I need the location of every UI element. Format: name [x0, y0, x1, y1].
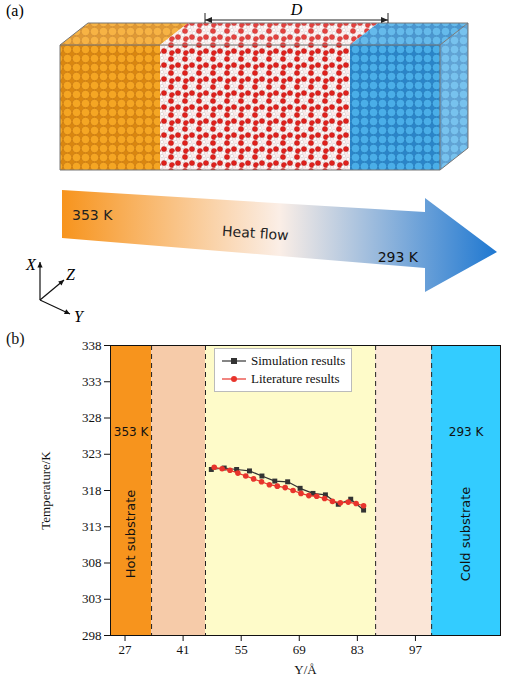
- svg-text:318: 318: [82, 483, 102, 498]
- svg-text:338: 338: [82, 338, 102, 353]
- svg-text:27: 27: [119, 642, 132, 657]
- svg-text:Z: Z: [66, 266, 76, 283]
- svg-text:X: X: [25, 256, 37, 273]
- svg-text:303: 303: [82, 591, 102, 606]
- svg-text:293 K: 293 K: [449, 425, 485, 439]
- svg-text:Temperature/K: Temperature/K: [38, 451, 53, 530]
- svg-text:Cold substrate: Cold substrate: [458, 487, 473, 582]
- html-text:(b): (b): [6, 330, 25, 347]
- svg-text:308: 308: [82, 555, 102, 570]
- svg-text:97: 97: [409, 642, 423, 657]
- svg-text:Heat flow: Heat flow: [222, 223, 289, 244]
- html-text:Literature results: Literature results: [251, 371, 340, 386]
- svg-text:55: 55: [235, 642, 248, 657]
- svg-text:Y/Å: Y/Å: [294, 662, 317, 677]
- svg-text:353 K: 353 K: [114, 425, 150, 439]
- svg-text:313: 313: [82, 519, 102, 534]
- svg-text:83: 83: [351, 642, 364, 657]
- svg-text:333: 333: [82, 374, 102, 389]
- svg-text:293 K: 293 K: [378, 249, 419, 265]
- svg-text:328: 328: [82, 410, 102, 425]
- svg-text:298: 298: [82, 628, 102, 643]
- html-text:Simulation results: Simulation results: [251, 353, 346, 368]
- svg-text:Y: Y: [74, 308, 85, 325]
- svg-text:353 K: 353 K: [72, 207, 113, 223]
- svg-text:(a): (a): [6, 2, 24, 20]
- svg-text:41: 41: [177, 642, 190, 657]
- svg-text:69: 69: [293, 642, 306, 657]
- svg-text:323: 323: [82, 446, 102, 461]
- svg-text:Hot substrate: Hot substrate: [123, 490, 138, 579]
- svg-text:D: D: [290, 1, 303, 18]
